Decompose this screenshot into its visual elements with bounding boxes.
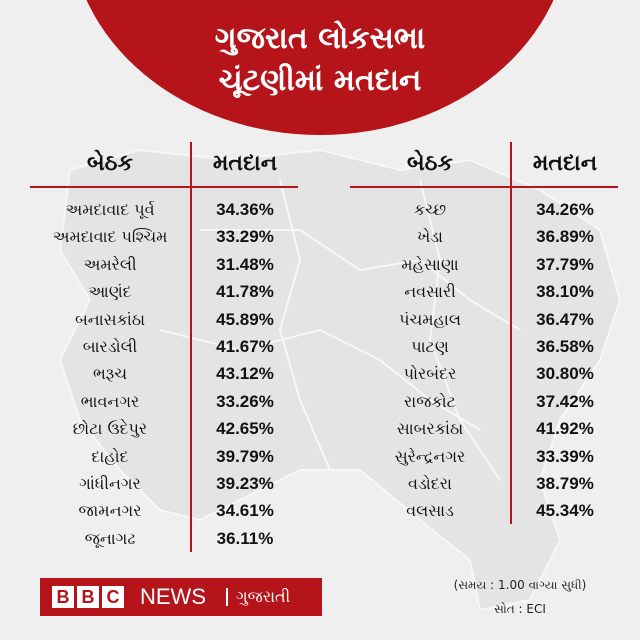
turnout-value: 39.79% bbox=[216, 446, 274, 466]
seat-name: મહેસાણા bbox=[401, 254, 459, 274]
header-divider bbox=[30, 186, 298, 188]
seat-name: વડોદરા bbox=[408, 473, 452, 493]
seat-name: ખેડા bbox=[417, 227, 443, 247]
table-row: કચ્છ 34.26% bbox=[350, 196, 618, 223]
bbc-logo-block: C bbox=[102, 586, 124, 608]
table-row: અમદાવાદ પશ્ચિમ 33.29% bbox=[30, 223, 298, 250]
seat-name: સુરેન્દ્રનગર bbox=[394, 446, 466, 466]
seat-name: ગાંધીનગર bbox=[79, 473, 141, 493]
title-line-2: ચૂંટણીમાં મતદાન bbox=[218, 63, 422, 98]
table-row: મહેસાણા 37.79% bbox=[350, 251, 618, 278]
table-row: ભરૂચ 43.12% bbox=[30, 360, 298, 387]
turnout-value: 30.80% bbox=[536, 364, 594, 384]
turnout-value: 36.89% bbox=[536, 227, 594, 247]
turnout-value: 45.89% bbox=[216, 309, 274, 329]
table-row: ગાંધીનગર 39.23% bbox=[30, 470, 298, 497]
turnout-value: 41.67% bbox=[216, 336, 274, 356]
table-row: દાહોદ 39.79% bbox=[30, 443, 298, 470]
turnout-value: 33.29% bbox=[216, 227, 274, 247]
column-divider bbox=[190, 142, 192, 552]
seat-name: રાજકોટ bbox=[404, 391, 456, 411]
column-header-turnout: મતદાન bbox=[532, 151, 598, 176]
column-header-seat: બેઠક bbox=[406, 151, 453, 176]
turnout-value: 36.58% bbox=[536, 336, 594, 356]
table-row: સુરેન્દ્રનગર 33.39% bbox=[350, 443, 618, 470]
language-label: ગુજરાતી bbox=[236, 587, 291, 606]
seat-name: વલસાડ bbox=[406, 501, 454, 521]
seat-name: છોટા ઉદેપુર bbox=[72, 419, 148, 439]
seat-name: ભરૂચ bbox=[92, 364, 128, 384]
seat-name: પાટણ bbox=[411, 336, 449, 356]
table-row: છોટા ઉદેપુર 42.65% bbox=[30, 415, 298, 442]
logo-divider bbox=[226, 588, 228, 606]
seat-name: અમદાવાદ પશ્ચિમ bbox=[52, 227, 168, 247]
seat-name: કચ્છ bbox=[413, 200, 447, 219]
table-row: ભાવનગર 33.26% bbox=[30, 388, 298, 415]
turnout-value: 36.47% bbox=[536, 309, 594, 329]
turnout-value: 34.61% bbox=[216, 501, 274, 521]
turnout-value: 38.10% bbox=[536, 282, 594, 302]
seat-name: બારડોલી bbox=[82, 336, 138, 356]
turnout-value: 43.12% bbox=[216, 364, 274, 384]
seat-name: જૂનાગઢ bbox=[84, 528, 136, 548]
turnout-value: 34.26% bbox=[536, 200, 594, 219]
turnout-value: 42.65% bbox=[216, 419, 274, 439]
bbc-logo-block: B bbox=[77, 586, 99, 608]
table-rows: કચ્છ 34.26% ખેડા 36.89% મહેસાણા 37.79% નવસા… bbox=[350, 196, 618, 525]
table-rows: અમદાવાદ પૂર્વ 34.36% અમદાવાદ પશ્ચિમ 33.29%… bbox=[30, 196, 298, 552]
turnout-value: 38.79% bbox=[536, 473, 594, 493]
column-header-seat: બેઠક bbox=[86, 151, 133, 176]
table-row: જામનગર 34.61% bbox=[30, 497, 298, 524]
turnout-value: 45.34% bbox=[536, 501, 594, 521]
seat-name: ભાવનગર bbox=[80, 391, 140, 411]
seat-name: સાબરકાંઠા bbox=[396, 419, 464, 439]
title: ગુજરાત લોકસભા ચૂંટણીમાં મતદાન bbox=[0, 18, 640, 102]
seat-name: નવસારી bbox=[404, 282, 456, 302]
column-header-turnout: મતદાન bbox=[212, 151, 278, 176]
bbc-logo-block: B bbox=[52, 586, 74, 608]
table-row: વલસાડ 45.34% bbox=[350, 497, 618, 524]
seat-name: બનાસકાંઠા bbox=[74, 309, 146, 329]
table-row: જૂનાગઢ 36.11% bbox=[30, 525, 298, 552]
table-row: નવસારી 38.10% bbox=[350, 278, 618, 305]
seat-name: આણંદ bbox=[88, 282, 132, 302]
table-row: અમરેલી 31.48% bbox=[30, 251, 298, 278]
table-row: રાજકોટ 37.42% bbox=[350, 388, 618, 415]
seat-name: જામનગર bbox=[78, 501, 142, 521]
table-row: અમદાવાદ પૂર્વ 34.36% bbox=[30, 196, 298, 223]
time-note: (સમય : 1.00 વાગ્યા સુધી) bbox=[453, 578, 587, 592]
turnout-value: 31.48% bbox=[216, 254, 274, 274]
seat-name: અમરેલી bbox=[83, 254, 137, 274]
seat-name: પંચમહાલ bbox=[399, 309, 461, 329]
table-row: બારડોલી 41.67% bbox=[30, 333, 298, 360]
turnout-value: 34.36% bbox=[216, 200, 274, 219]
turnout-value: 37.42% bbox=[536, 391, 594, 411]
header-divider bbox=[350, 186, 618, 188]
table-row: પંચમહાલ 36.47% bbox=[350, 306, 618, 333]
turnout-value: 36.11% bbox=[216, 528, 274, 548]
turnout-value: 41.92% bbox=[536, 419, 594, 439]
table-row: પાટણ 36.58% bbox=[350, 333, 618, 360]
turnout-value: 39.23% bbox=[216, 473, 274, 493]
table-row: ખેડા 36.89% bbox=[350, 223, 618, 250]
table-row: બનાસકાંઠા 45.89% bbox=[30, 306, 298, 333]
turnout-value: 37.79% bbox=[536, 254, 594, 274]
news-label: NEWS bbox=[140, 584, 206, 609]
column-divider bbox=[510, 142, 512, 524]
turnout-value: 33.26% bbox=[216, 391, 274, 411]
table-row: આણંદ 41.78% bbox=[30, 278, 298, 305]
seat-name: દાહોદ bbox=[91, 446, 129, 466]
table-row: વડોદરા 38.79% bbox=[350, 470, 618, 497]
table-row: પોરબંદર 30.80% bbox=[350, 360, 618, 387]
source-note: સોત : ECI bbox=[494, 602, 546, 616]
seat-name: પોરબંદર bbox=[403, 364, 457, 384]
table-row: સાબરકાંઠા 41.92% bbox=[350, 415, 618, 442]
turnout-value: 33.39% bbox=[536, 446, 594, 466]
seat-name: અમદાવાદ પૂર્વ bbox=[65, 200, 155, 219]
turnout-value: 41.78% bbox=[216, 282, 274, 302]
title-line-1: ગુજરાત લોકસભા bbox=[214, 21, 426, 56]
